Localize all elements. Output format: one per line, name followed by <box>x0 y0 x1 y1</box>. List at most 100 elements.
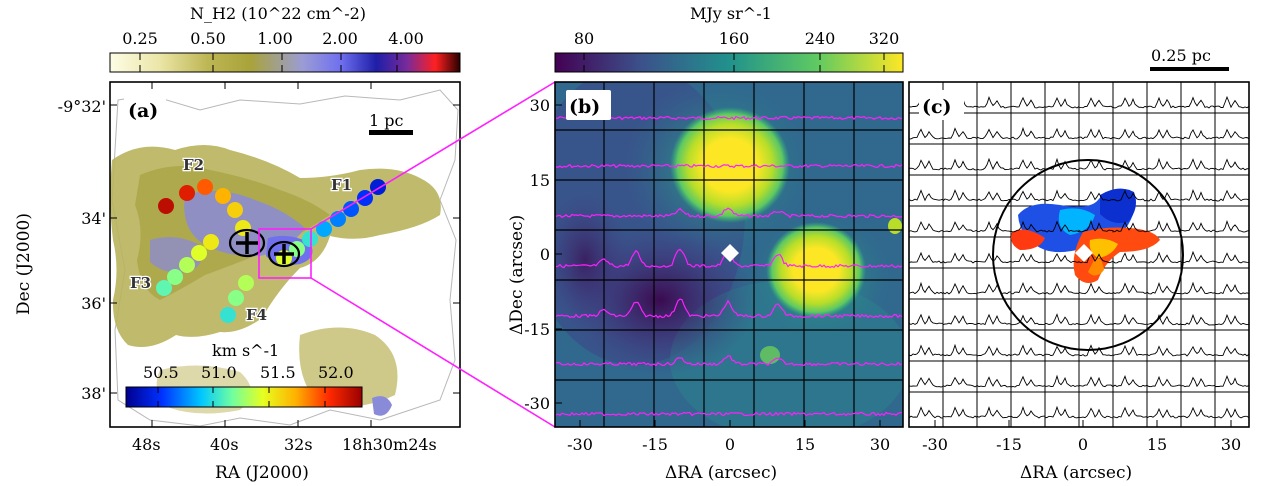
velocity-tick-2: 51.5 <box>260 363 296 382</box>
panel-a-ylabel: Dec (J2000) <box>14 213 34 315</box>
panel-c-spectrum-row <box>909 126 1249 140</box>
zoom-connector-top <box>310 81 556 230</box>
panel-b-ytick-3: -15 <box>524 320 550 339</box>
filament-f4-point <box>238 275 254 291</box>
panel-c-spectrum-row <box>909 313 1249 326</box>
panel-c: (c) -30 -15 0 15 30 ΔRA (arcsec) 0.25 pc <box>908 46 1250 483</box>
velocity-colorbar: km s^-1 50.5 51.0 51.5 52.0 <box>125 341 363 408</box>
intensity-tick-2: 240 <box>805 29 836 48</box>
panel-a-xtick-2: 32s <box>284 435 313 454</box>
panel-c-xtick-2: 0 <box>1078 435 1088 454</box>
panel-b-xtick-2: 0 <box>725 435 735 454</box>
filament-f1-point <box>316 221 332 237</box>
panel-c-xtick-3: 15 <box>1147 435 1167 454</box>
filament-f1-point <box>343 201 359 217</box>
panel-label-b: (b) <box>569 96 600 118</box>
panel-b-ytick-0: 30 <box>530 96 550 115</box>
intensity-colorbar-title: MJy sr^-1 <box>690 4 772 23</box>
zoom-box <box>258 228 312 279</box>
filament-f2-point <box>215 188 231 204</box>
filament-f3-point <box>167 269 183 285</box>
panel-c-spectrum-row <box>909 374 1249 388</box>
filament-f3-points <box>156 234 219 296</box>
filament-f3-point <box>203 234 219 250</box>
panel-b-xtick-3: 15 <box>795 435 815 454</box>
panel-c-spectrum-row <box>909 281 1249 295</box>
hub-marker-east <box>267 240 301 268</box>
panel-label-a: (a) <box>128 100 158 122</box>
panel-a-ytick-1: 34' <box>81 209 106 228</box>
panel-a-scale-bar: 1 pc <box>369 111 413 135</box>
panel-b-xticks: -30 -15 0 15 30 <box>567 435 890 454</box>
panel-c-velocity-blobs <box>1011 188 1160 284</box>
panel-a-ytick-3: 38' <box>81 384 106 403</box>
filament-f3-point <box>179 257 195 273</box>
filament-f3-point <box>191 245 207 261</box>
velocity-tick-0: 50.5 <box>143 363 179 382</box>
filament-label-f1: F1 <box>331 176 352 194</box>
panel-c-scale-bar: 0.25 pc <box>1150 46 1229 71</box>
filament-label-f2: F2 <box>183 156 204 174</box>
panel-c-spectrum-row <box>909 219 1249 233</box>
filament-f4-points <box>220 275 254 323</box>
panel-a-xlabel: RA (J2000) <box>215 463 309 483</box>
panel-b-intensity-map <box>555 82 903 427</box>
panel-a-xtick-0: 48s <box>132 435 161 454</box>
panel-b-xlabel: ΔRA (arcsec) <box>665 463 777 483</box>
panel-c-spectrum-row <box>909 95 1249 109</box>
filament-f2-point <box>197 179 213 195</box>
panel-b-xtick-1: -15 <box>642 435 668 454</box>
panel-c-spectra-grid <box>909 82 1249 427</box>
panel-b-spectrum <box>555 355 903 367</box>
panel-c-xtick-1: -15 <box>996 435 1022 454</box>
column-density-colorbar: N_H2 (10^22 cm^-2) 0.25 0.50 1.00 2.00 4… <box>109 4 461 73</box>
panel-a-ytick-0: -9°32' <box>58 97 106 116</box>
panel-a: F1 F2 F3 F4 (a) 1 pc km s^-1 50.5 51.0 5… <box>14 4 461 483</box>
panel-c-xtick-4: 30 <box>1221 435 1241 454</box>
panel-a-xtick-3: 18h30m24s <box>342 435 437 454</box>
panel-c-spectrum-row <box>909 157 1249 171</box>
panel-b-center-marker <box>721 244 739 262</box>
panel-b-spectrum <box>555 163 903 169</box>
velocity-colorbar-title: km s^-1 <box>212 341 279 360</box>
filament-label-f3: F3 <box>130 274 151 292</box>
panel-c-xticks: -30 -15 0 15 30 <box>922 435 1241 454</box>
filament-f1-point <box>302 231 318 247</box>
panel-c-spectrum-row <box>909 405 1249 419</box>
filament-f2-point <box>227 202 243 218</box>
svg-text:1 pc: 1 pc <box>369 111 404 130</box>
column-density-colorbar-title: N_H2 (10^22 cm^-2) <box>190 4 366 23</box>
panel-c-spectrum-row <box>909 250 1249 264</box>
panel-b-xtick-0: -30 <box>567 435 593 454</box>
filament-f2-point <box>158 198 174 214</box>
panel-c-xtick-0: -30 <box>922 435 948 454</box>
panel-b-spectrum <box>555 411 902 417</box>
velocity-tick-1: 51.0 <box>201 363 237 382</box>
panel-c-spectrum-row <box>909 343 1249 357</box>
intensity-tick-1: 160 <box>719 29 750 48</box>
column-density-tick-2: 1.00 <box>257 29 293 48</box>
panel-a-xtick-1: 40s <box>210 435 239 454</box>
panel-b-spectrum <box>555 115 903 121</box>
zoom-connector-bottom <box>310 277 556 428</box>
panel-c-xlabel: ΔRA (arcsec) <box>1020 463 1132 483</box>
panel-b-ytick-2: 0 <box>540 245 550 264</box>
panel-c-spectrum-row <box>909 188 1249 203</box>
panel-b-xtick-4: 30 <box>870 435 890 454</box>
filament-label-f4: F4 <box>246 306 267 324</box>
panel-b-ytick-1: 15 <box>530 171 550 190</box>
beam-circle <box>992 159 1184 351</box>
column-density-tick-4: 4.00 <box>388 29 424 48</box>
panel-b-ylabel: ΔDec (arcsec) <box>507 215 527 335</box>
panel-c-spectra <box>909 95 1249 419</box>
panel-b-ytick-4: -30 <box>524 394 550 413</box>
filament-f2-point <box>179 185 195 201</box>
panel-b: (b) -30 -15 0 15 30 ΔRA (arcsec) 30 15 0… <box>507 4 904 483</box>
panel-c-center-marker <box>1075 244 1093 262</box>
column-density-tick-0: 0.25 <box>122 29 158 48</box>
filament-f4-point <box>220 307 236 323</box>
panel-label-c: (c) <box>922 96 952 118</box>
intensity-tick-0: 80 <box>574 29 594 48</box>
velocity-tick-3: 52.0 <box>318 363 354 382</box>
